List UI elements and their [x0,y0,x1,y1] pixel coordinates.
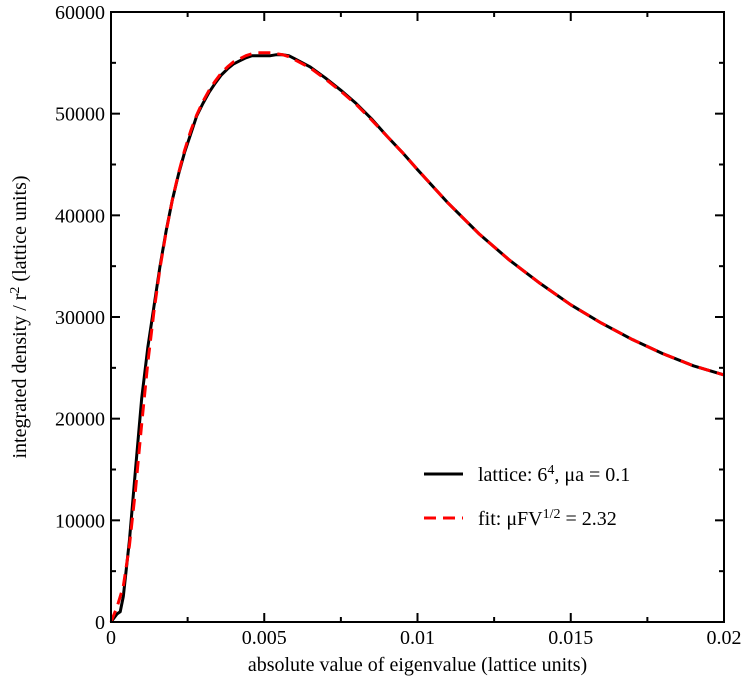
x-tick-label: 0.02 [707,627,742,649]
x-tick-label: 0.015 [548,627,593,649]
series-line-fit [109,51,725,623]
y-axis-title: integrated density / r2 (lattice units) [8,175,32,458]
legend-label-lattice: lattice: 64, μa = 0.1 [478,463,630,487]
legend-fit-sup: 1/2 [543,507,561,522]
y-tick-label: 40000 [55,205,105,227]
x-tick-label: 0.01 [400,627,435,649]
y-tick-label: 10000 [55,510,105,532]
legend-label-fit: fit: μFV1/2 = 2.32 [478,507,617,531]
y-axis-title-sup: 2 [8,287,23,294]
y-tick-label: 30000 [55,307,105,329]
ticks-layer: 0 0.005 0.01 0.015 0.02 0 10000 20000 30000 40000… [55,2,742,649]
series-layer [109,51,725,623]
y-axis-title-tail: (lattice units) [9,175,31,286]
y-tick-label: 20000 [55,409,105,431]
x-axis-title: absolute value of eigenvalue (lattice un… [248,654,587,676]
x-tick-label: 0.005 [242,627,287,649]
legend-lattice-pre: lattice: 6 [478,464,547,486]
legend-lattice-sup: 4 [547,463,554,478]
y-tick-label: 60000 [55,2,105,24]
y-tick-label: 50000 [55,104,105,126]
legend-fit-post: = 2.32 [561,508,617,530]
legend: lattice: 64, μa = 0.1 fit: μFV1/2 = 2.32 [424,463,630,531]
y-axis-title-main: integrated density / r [9,293,31,458]
legend-fit-pre: fit: μFV [478,508,543,530]
legend-lattice-post: , μa = 0.1 [554,464,630,486]
x-tick-label: 0 [106,627,116,649]
y-tick-label: 0 [95,612,105,634]
